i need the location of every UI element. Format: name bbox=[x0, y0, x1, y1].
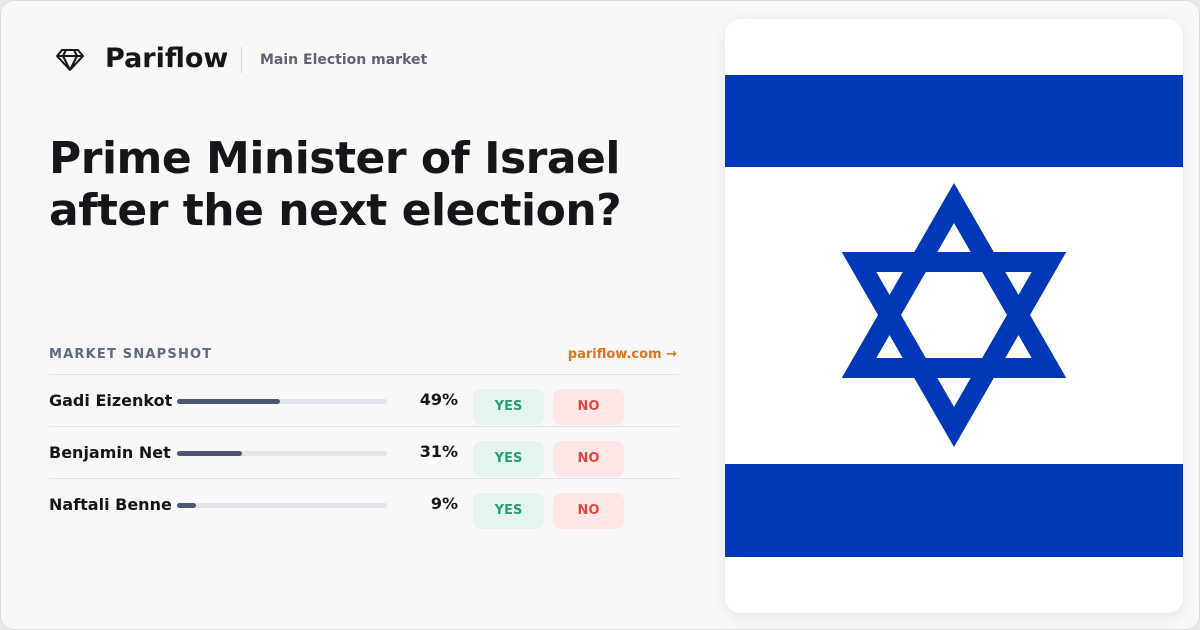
bar bbox=[177, 503, 196, 508]
bar bbox=[177, 399, 280, 404]
market-row: Gadi Eizenkot 49% YES NO bbox=[49, 374, 679, 427]
title-line: after the next election? bbox=[49, 185, 622, 236]
brand: Pariflow bbox=[105, 43, 229, 74]
bar bbox=[177, 451, 243, 456]
market-row: Naftali Benne 9% YES NO bbox=[49, 478, 679, 531]
no-button[interactable]: NO bbox=[553, 389, 624, 425]
star-triangle bbox=[841, 182, 1067, 378]
star-triangle bbox=[841, 252, 1067, 448]
flag-image bbox=[725, 75, 1183, 557]
logo bbox=[56, 49, 84, 71]
bar-track bbox=[177, 451, 387, 456]
divider bbox=[241, 47, 242, 73]
snapshot-label: MARKET SNAPSHOT bbox=[49, 347, 213, 362]
no-button[interactable]: NO bbox=[553, 441, 624, 477]
title: Prime Minister of Israel after the next … bbox=[49, 133, 622, 237]
bar-track bbox=[177, 503, 387, 508]
candidate-name: Benjamin Net bbox=[49, 443, 171, 462]
candidate-name: Gadi Eizenkot bbox=[49, 391, 173, 410]
stripe bbox=[725, 464, 1183, 557]
title-line: Prime Minister of Israel bbox=[49, 133, 620, 184]
yes-button[interactable]: YES bbox=[473, 493, 544, 529]
percent: 49% bbox=[419, 390, 458, 409]
bar-track bbox=[177, 399, 387, 404]
percent: 9% bbox=[430, 494, 458, 513]
yes-button[interactable]: YES bbox=[473, 441, 544, 477]
subtitle: Main Election market bbox=[260, 52, 428, 68]
market-row: Benjamin Net 31% YES NO bbox=[49, 426, 679, 479]
link[interactable]: pariflow.com → bbox=[567, 347, 677, 362]
stripe bbox=[725, 75, 1183, 167]
candidate-name: Naftali Benne bbox=[49, 495, 172, 514]
no-button[interactable]: NO bbox=[553, 493, 624, 529]
yes-button[interactable]: YES bbox=[473, 389, 544, 425]
percent: 31% bbox=[419, 442, 458, 461]
flag bbox=[725, 19, 1183, 613]
